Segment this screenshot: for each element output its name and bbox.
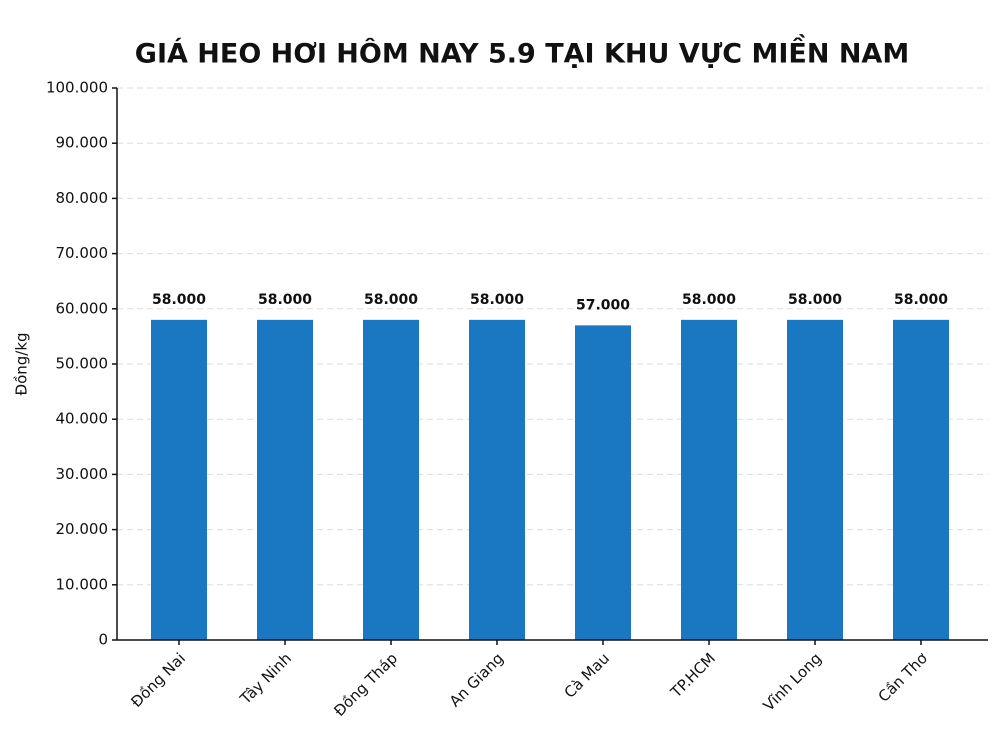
- value-label: 58.000: [788, 292, 842, 308]
- value-label: 57.000: [576, 297, 630, 313]
- value-label: 58.000: [682, 292, 736, 308]
- value-label: 58.000: [364, 292, 418, 308]
- x-tick-label: Đồng Tháp: [330, 649, 401, 720]
- value-label: 58.000: [258, 292, 312, 308]
- bar: [469, 319, 525, 640]
- bar: [681, 319, 737, 640]
- bar: [363, 319, 419, 640]
- bar: [151, 319, 207, 640]
- x-tick-label: An Giang: [446, 649, 507, 710]
- x-tick-label: TP.HCM: [666, 649, 719, 702]
- y-tick-label: 70.000: [56, 244, 109, 262]
- x-tick-label: Đồng Nai: [127, 649, 189, 711]
- x-tick-label: Cà Mau: [561, 649, 613, 701]
- y-tick-label: 50.000: [56, 355, 109, 373]
- y-tick-label: 90.000: [56, 134, 109, 152]
- bar: [893, 319, 949, 640]
- x-tick-label: Vĩnh Long: [760, 649, 825, 714]
- y-tick-label: 40.000: [56, 410, 109, 428]
- y-tick-label: 60.000: [56, 299, 109, 317]
- chart-title: GIÁ HEO HƠI HÔM NAY 5.9 TẠI KHU VỰC MIỀN…: [135, 35, 909, 70]
- y-tick-label: 80.000: [56, 189, 109, 207]
- value-label: 58.000: [470, 292, 524, 308]
- bar: [257, 319, 313, 640]
- x-tick-label: Cần Thơ: [875, 649, 932, 706]
- y-tick-label: 30.000: [56, 465, 109, 483]
- value-label: 58.000: [152, 292, 206, 308]
- y-axis-label: Đồng/kg: [13, 332, 31, 395]
- bar: [787, 319, 843, 640]
- bar: [575, 325, 631, 640]
- y-tick-label: 10.000: [56, 575, 109, 593]
- y-tick-label: 0: [98, 631, 108, 649]
- value-label: 58.000: [894, 292, 948, 308]
- x-tick-label: Tây Ninh: [236, 649, 295, 708]
- y-tick-label: 100.000: [46, 79, 108, 97]
- y-tick-label: 20.000: [56, 520, 109, 538]
